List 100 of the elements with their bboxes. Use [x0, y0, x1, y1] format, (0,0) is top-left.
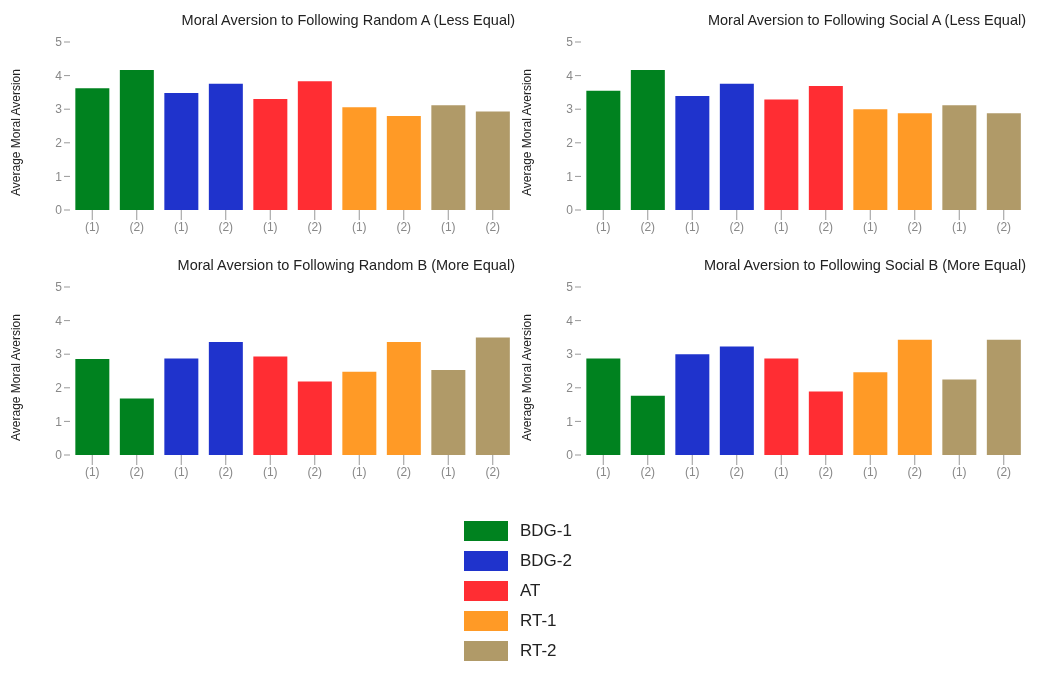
chart-title: Moral Aversion to Following Social A (Less Equal): [706, 11, 1027, 30]
x-tick-label: (1): [440, 219, 456, 234]
x-tick-label: (2): [485, 219, 501, 234]
legend-label: RT-1: [520, 611, 557, 631]
y-axis-title: Average Moral Aversion: [9, 69, 24, 196]
legend-label: BDG-1: [520, 521, 572, 541]
legend-label: RT-2: [520, 641, 557, 661]
y-tick-label: 2: [55, 381, 63, 396]
y-tick-label: 5: [566, 35, 574, 50]
x-tick-label: (1): [773, 464, 789, 479]
x-tick-label: (2): [907, 219, 923, 234]
bar: [675, 354, 710, 455]
bar: [764, 358, 799, 455]
x-tick-label: (2): [307, 464, 323, 479]
bar: [719, 346, 754, 455]
y-tick-label: 2: [55, 136, 63, 151]
x-tick-label: (2): [129, 219, 145, 234]
bar: [586, 358, 621, 455]
bar: [853, 372, 888, 455]
x-tick-label: (2): [996, 464, 1012, 479]
x-tick-label: (2): [729, 464, 745, 479]
bar: [986, 339, 1021, 455]
bar: [208, 83, 243, 210]
bar: [164, 358, 199, 455]
bar: [75, 358, 110, 455]
x-tick-label: (2): [396, 219, 412, 234]
x-tick-label: (2): [996, 219, 1012, 234]
bar: [297, 381, 332, 455]
y-tick-label: 4: [566, 68, 574, 83]
bar: [475, 111, 510, 210]
bar: [719, 83, 754, 210]
bar: [675, 96, 710, 210]
y-axis-title: Average Moral Aversion: [520, 69, 535, 196]
bar: [386, 115, 421, 210]
bar: [164, 93, 199, 210]
legend-label: BDG-2: [520, 551, 572, 571]
y-axis-title: Average Moral Aversion: [9, 314, 24, 441]
x-tick-label: (2): [729, 219, 745, 234]
y-tick-label: 1: [55, 414, 63, 429]
bar: [297, 81, 332, 210]
x-tick-label: (2): [818, 464, 834, 479]
x-tick-label: (2): [218, 219, 234, 234]
bar: [897, 113, 932, 210]
y-tick-label: 1: [566, 414, 574, 429]
y-tick-label: 1: [55, 169, 63, 184]
x-tick-label: (1): [173, 219, 189, 234]
bar: [208, 342, 243, 455]
y-tick-label: 0: [566, 203, 574, 218]
x-tick-label: (1): [84, 464, 100, 479]
x-tick-label: (2): [640, 219, 656, 234]
bar: [386, 342, 421, 455]
y-tick-label: 2: [566, 136, 574, 151]
y-tick-label: 3: [566, 347, 574, 362]
bar: [75, 88, 110, 210]
y-tick-label: 2: [566, 381, 574, 396]
y-tick-label: 4: [55, 68, 63, 83]
y-tick-label: 4: [55, 313, 63, 328]
bar: [431, 105, 466, 210]
bar: [630, 69, 665, 210]
x-tick-label: (2): [818, 219, 834, 234]
x-tick-label: (2): [485, 464, 501, 479]
y-tick-label: 0: [55, 448, 63, 463]
bar: [897, 339, 932, 455]
y-tick-label: 5: [55, 280, 63, 295]
x-tick-label: (1): [684, 464, 700, 479]
bar: [942, 105, 977, 210]
bar: [342, 371, 377, 455]
bar: [808, 391, 843, 455]
y-axis-title: Average Moral Aversion: [520, 314, 535, 441]
bar: [342, 107, 377, 210]
bar: [630, 395, 665, 455]
x-tick-label: (1): [951, 464, 967, 479]
x-tick-label: (1): [173, 464, 189, 479]
bar: [119, 398, 154, 455]
x-tick-label: (2): [218, 464, 234, 479]
bar: [431, 369, 466, 455]
y-tick-label: 0: [566, 448, 574, 463]
x-tick-label: (2): [907, 464, 923, 479]
y-tick-label: 4: [566, 313, 574, 328]
y-tick-label: 5: [566, 280, 574, 295]
x-tick-label: (1): [351, 464, 367, 479]
y-tick-label: 3: [55, 102, 63, 117]
y-tick-label: 3: [566, 102, 574, 117]
x-tick-label: (2): [396, 464, 412, 479]
bar: [764, 99, 799, 210]
x-tick-label: (1): [951, 219, 967, 234]
bar: [253, 356, 288, 455]
bar: [475, 337, 510, 455]
x-tick-label: (1): [262, 219, 278, 234]
x-tick-label: (1): [440, 464, 456, 479]
x-tick-label: (1): [862, 219, 878, 234]
chart-title: Moral Aversion to Following Random A (Less Equal): [180, 11, 516, 30]
y-tick-label: 1: [566, 169, 574, 184]
y-tick-label: 5: [55, 35, 63, 50]
x-tick-label: (2): [129, 464, 145, 479]
x-tick-label: (1): [595, 464, 611, 479]
bar: [808, 86, 843, 210]
bar: [586, 90, 621, 210]
x-tick-label: (2): [307, 219, 323, 234]
x-tick-label: (2): [640, 464, 656, 479]
